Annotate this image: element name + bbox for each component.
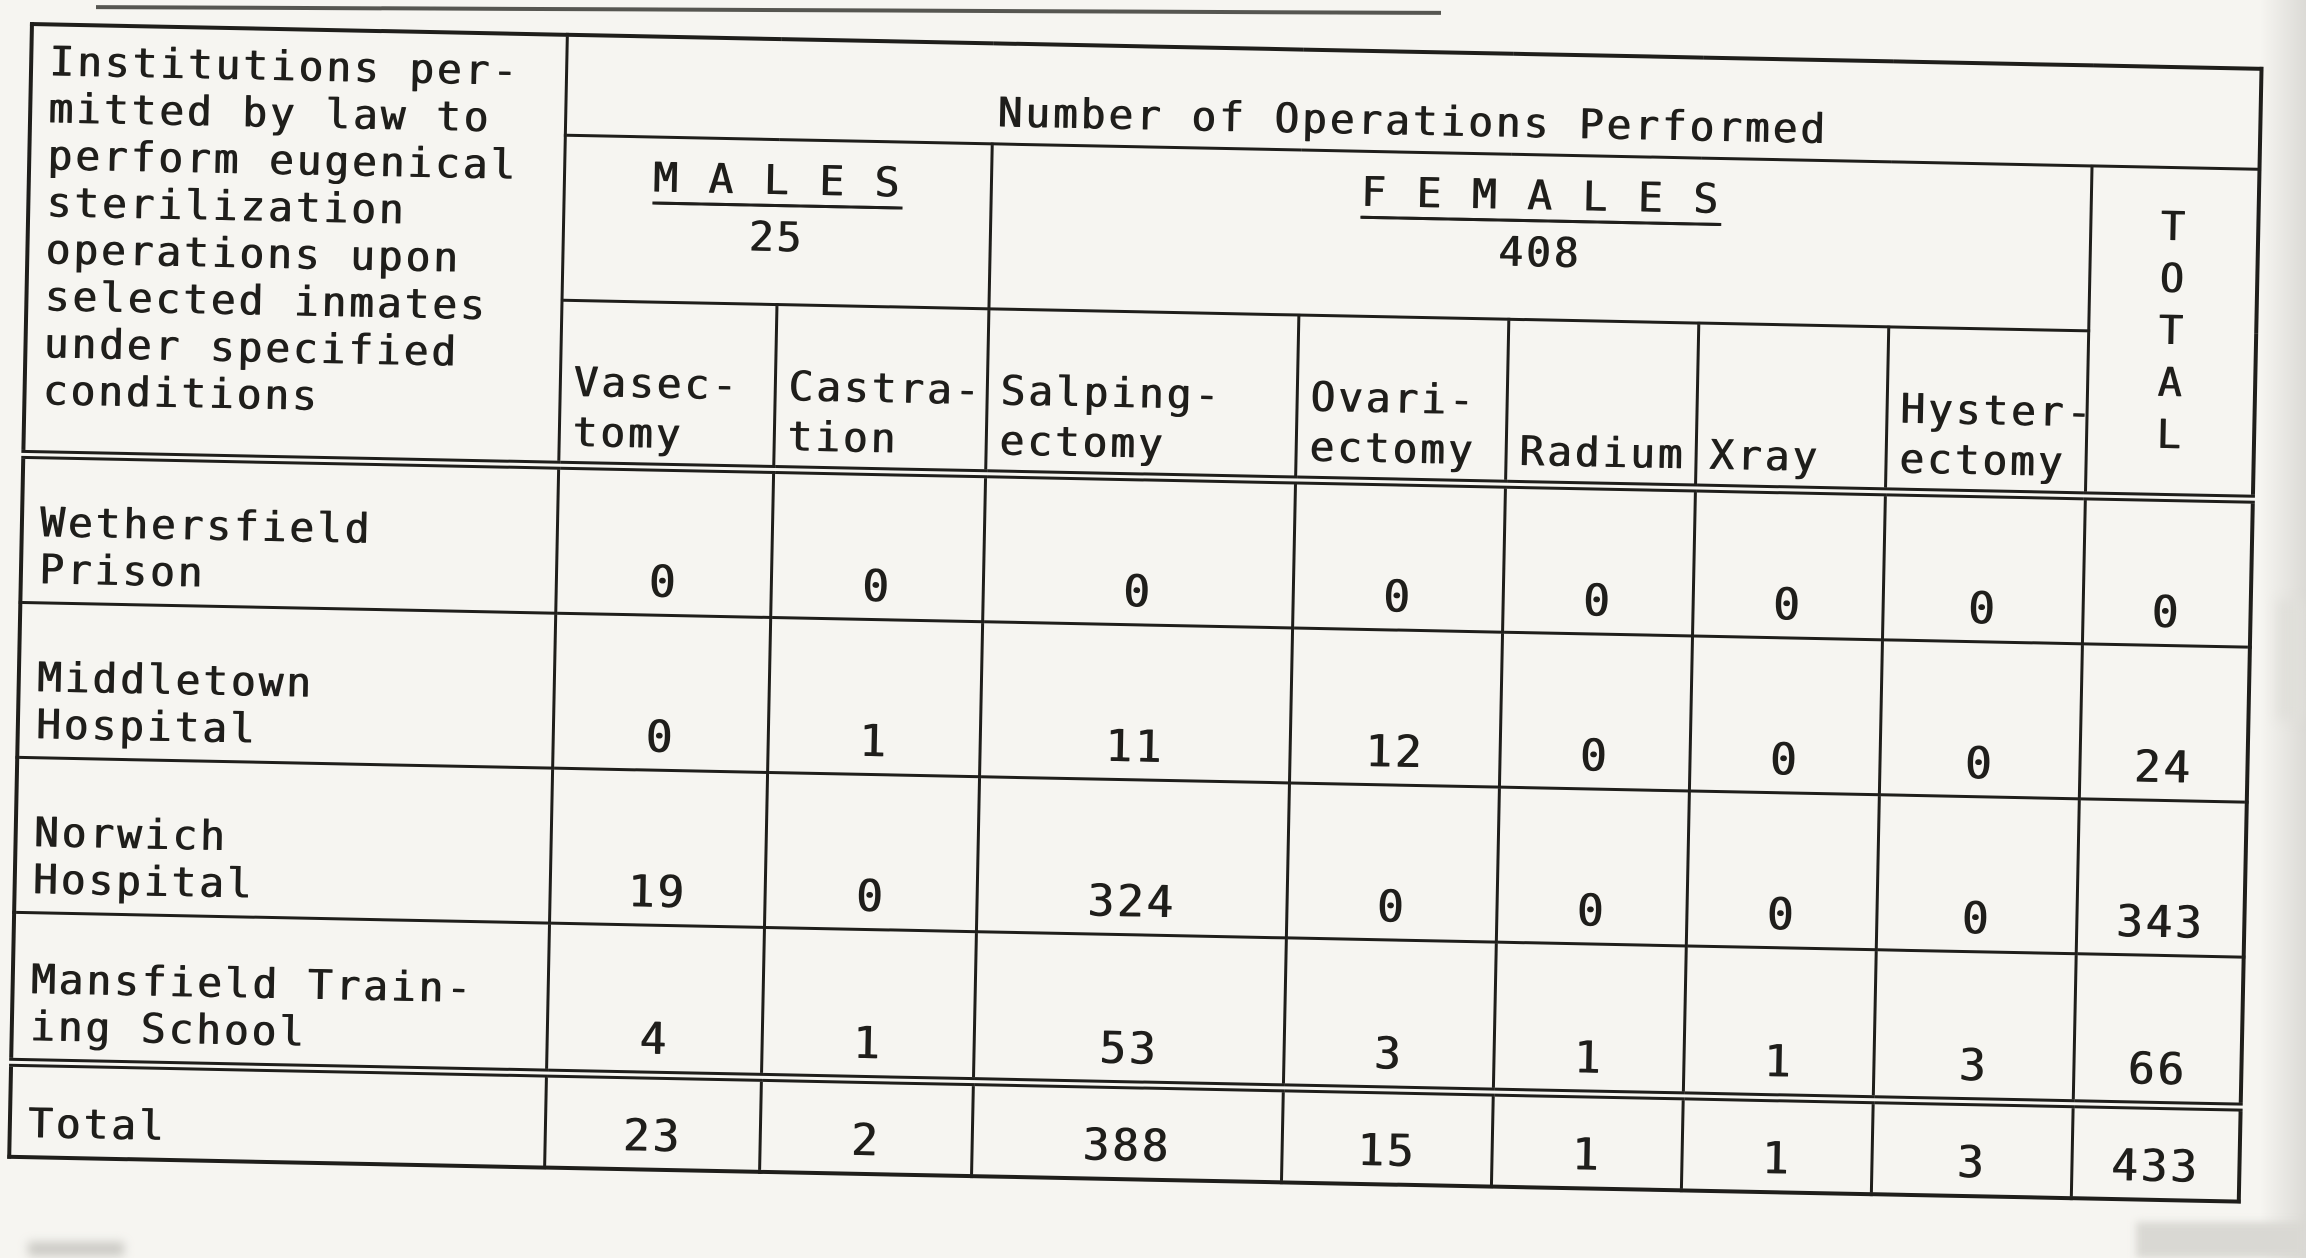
cell-value: 0 — [1502, 483, 1695, 636]
cell-value: 0 — [763, 771, 980, 932]
cell-value: 0 — [555, 464, 774, 617]
cell-value: 0 — [1875, 794, 2079, 954]
cell-value: 0 — [1498, 631, 1693, 791]
males-count: 25 — [748, 211, 805, 262]
scan-smudge-right — [2278, 600, 2304, 720]
cell-value: 1 — [1680, 1095, 1873, 1195]
scan-smudge-bottom-left — [28, 1242, 124, 1256]
col-header-castration: Castra- tion — [773, 304, 989, 474]
cell-value: 0 — [1285, 782, 1499, 942]
row-label: Middletown Hospital — [17, 601, 556, 768]
scanned-table-region: Institutions per- mitted by law to perfo… — [7, 22, 2264, 1204]
row-total: 24 — [2078, 643, 2250, 802]
col-header-vasectomy: Vasec- tomy — [558, 299, 777, 470]
females-group-header: F E M A L E S 408 — [988, 143, 2092, 331]
cell-value: 324 — [975, 776, 1289, 938]
col-header-radium: Radium — [1505, 318, 1699, 488]
cell-value: 1 — [1492, 941, 1686, 1096]
row-total: 66 — [2072, 953, 2244, 1107]
cell-value: 4 — [546, 922, 764, 1077]
cell-value: 0 — [770, 469, 986, 622]
cell-value: 0 — [1685, 790, 1879, 950]
cell-value: 0 — [1881, 491, 2085, 644]
females-count: 408 — [1497, 227, 1582, 277]
cell-value: 1 — [1490, 1091, 1683, 1191]
cell-value: 0 — [552, 612, 771, 772]
cell-value: 3 — [1282, 937, 1496, 1092]
cell-value: 12 — [1288, 627, 1503, 787]
row-total: 0 — [2081, 495, 2253, 647]
cell-value: 11 — [979, 621, 1293, 783]
cell-value: 23 — [544, 1072, 761, 1172]
col-header-salpingectomy: Salping- ectomy — [985, 308, 1299, 480]
scan-smudge-bottom-right — [2136, 1222, 2306, 1258]
males-label: M A L E S — [652, 153, 903, 207]
total-label-vertical: T O T A L — [2155, 203, 2189, 458]
col-header-ovariectomy: Ovari- ectomy — [1295, 314, 1509, 484]
cell-value: 2 — [759, 1076, 973, 1177]
sterilization-operations-table: Institutions per- mitted by law to perfo… — [7, 22, 2264, 1204]
total-column-header: T O T A L — [2084, 165, 2260, 499]
cell-value: 1 — [767, 616, 983, 777]
cell-value: 0 — [1688, 635, 1882, 795]
cell-value: 0 — [1495, 786, 1689, 946]
row-label: Mansfield Train- ing School — [11, 911, 550, 1073]
institutions-row-header: Institutions per- mitted by law to perfo… — [23, 24, 567, 465]
row-label: Norwich Hospital — [14, 756, 553, 923]
cell-value: 53 — [972, 931, 1286, 1088]
cell-value: 0 — [1878, 639, 2082, 799]
cell-value: 15 — [1280, 1087, 1493, 1187]
scan-artifact-top-rule — [95, 5, 1442, 15]
cell-value: 1 — [1682, 945, 1876, 1100]
cell-value: 388 — [971, 1081, 1283, 1183]
cell-value: 1 — [760, 926, 976, 1082]
col-header-xray: Xray — [1694, 322, 1889, 492]
row-total: 433 — [2070, 1103, 2241, 1202]
row-label: Total — [9, 1061, 547, 1168]
cell-value: 3 — [1870, 1099, 2073, 1199]
males-group-header: M A L E S 25 — [561, 134, 992, 309]
cell-value: 0 — [1292, 479, 1506, 632]
females-label: F E M A L E S — [1360, 167, 1722, 223]
row-label: Wethersfield Prison — [20, 453, 559, 613]
col-header-hysterectomy: Hyster- ectomy — [1884, 326, 2094, 496]
cell-value: 19 — [549, 767, 768, 927]
cell-value: 0 — [1692, 487, 1885, 640]
cell-value: 3 — [1872, 949, 2076, 1104]
row-total: 343 — [2075, 798, 2247, 957]
cell-value: 0 — [982, 473, 1296, 628]
